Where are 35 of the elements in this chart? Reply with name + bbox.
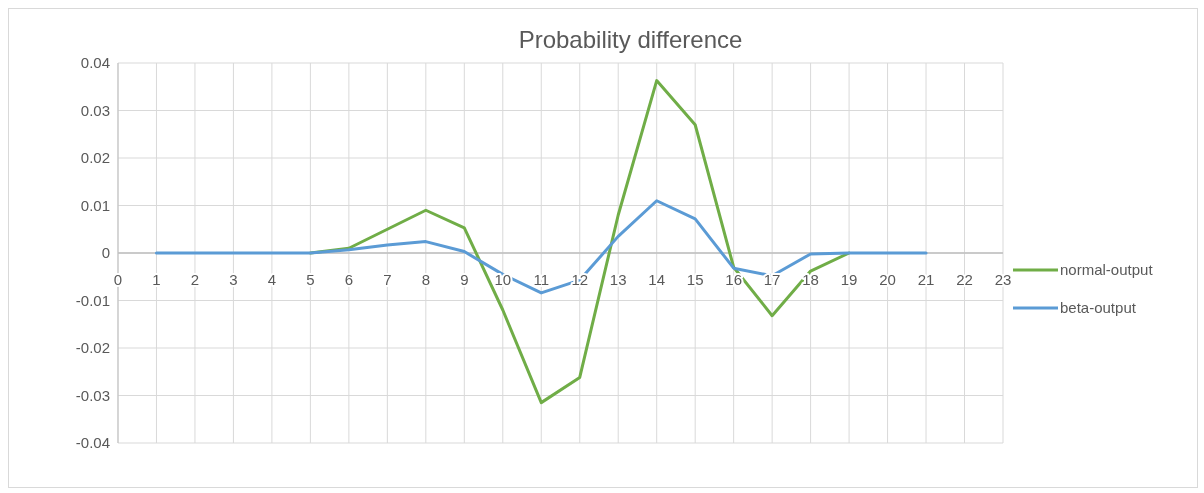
y-tick-label: 0.03	[80, 101, 110, 119]
x-tick-label: 1	[152, 271, 161, 288]
x-tick-label: 3	[229, 271, 238, 288]
x-tick-label: 2	[190, 271, 200, 288]
y-tick-label: -0.04	[75, 434, 110, 452]
x-tick-label: 21	[917, 271, 935, 288]
y-tick-label: 0	[101, 244, 110, 262]
x-tick-label: 14	[648, 271, 666, 288]
x-tick-label: 4	[267, 271, 277, 288]
x-tick-label: 13	[609, 271, 627, 288]
y-tick-label: 0.01	[80, 196, 110, 214]
legend-label: normal-output	[1060, 261, 1154, 279]
x-tick-label: 17	[763, 271, 781, 288]
x-tick-label: 20	[879, 271, 896, 288]
x-tick-label: 15	[686, 271, 704, 288]
x-tick-label: 19	[840, 271, 858, 288]
legend-label: beta-output	[1060, 299, 1137, 317]
y-tick-label: 0.04	[80, 54, 110, 72]
x-tick-label: 6	[344, 271, 354, 288]
x-tick-label: 0	[113, 271, 123, 288]
x-tick-label: 16	[725, 271, 742, 288]
y-tick-label: 0.02	[80, 149, 110, 167]
x-tick-label: 10	[494, 271, 512, 288]
x-tick-label: 23	[994, 271, 1012, 288]
x-tick-label: 22	[956, 271, 973, 288]
x-tick-label: 5	[306, 271, 315, 288]
x-tick-label: 9	[460, 271, 469, 288]
x-tick-label: 7	[383, 271, 392, 288]
chart-title: Probability difference	[518, 26, 743, 53]
x-tick-label: 18	[802, 271, 819, 288]
y-tick-label: -0.03	[75, 386, 110, 404]
x-tick-label: 8	[421, 271, 430, 288]
y-tick-label: -0.02	[75, 339, 110, 357]
y-tick-label: -0.01	[75, 291, 110, 309]
x-tick-label: 11	[533, 271, 550, 288]
